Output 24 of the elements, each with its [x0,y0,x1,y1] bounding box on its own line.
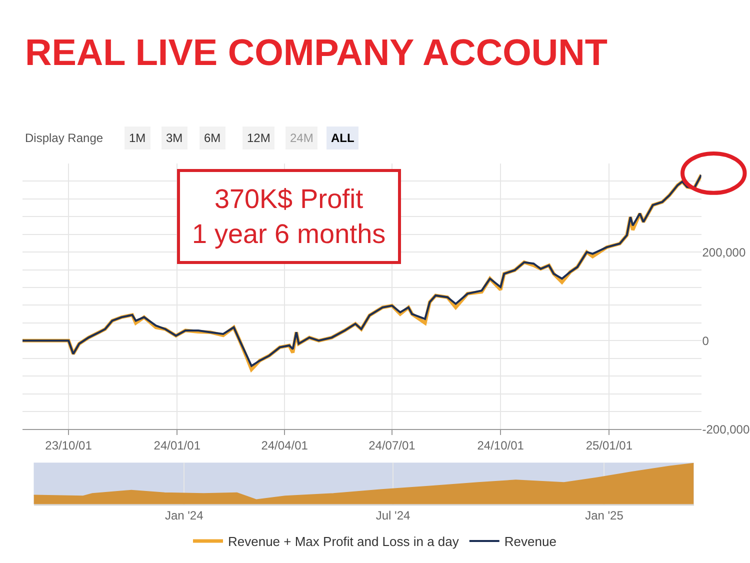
text: Display Range [25,131,104,145]
x-tick-label: 24/04/01 [261,438,308,453]
x-tick-label: 23/10/01 [45,438,92,453]
annotation: 1 year 6 months [192,219,386,250]
annotation: 370K$ Profit [214,184,364,214]
y-tick-label: -200,000 [702,422,750,436]
x-tick-label: 25/01/01 [586,438,633,453]
x-tick-label: Jan '24 [164,508,204,523]
text: 3M [166,131,183,145]
text: 24M [290,131,314,145]
text: 1M [129,131,146,145]
legend-label: Revenue + Max Profit and Loss in a day [228,534,460,550]
y-tick-label: 0 [702,334,710,348]
x-tick-label: Jul '24 [376,508,410,523]
text: ALL [331,131,354,145]
chart-title: REAL LIVE COMPANY ACCOUNT [25,32,608,73]
x-tick-label: 24/01/01 [154,438,201,453]
y-tick-label: 200,000 [702,245,746,260]
text: 6M [204,131,221,145]
x-tick-label: 24/07/01 [368,438,416,453]
x-tick-label: 24/10/01 [477,438,524,453]
text: 12M [247,131,270,145]
x-tick-label: Jan '25 [585,508,624,523]
legend-label: Revenue [504,534,556,550]
